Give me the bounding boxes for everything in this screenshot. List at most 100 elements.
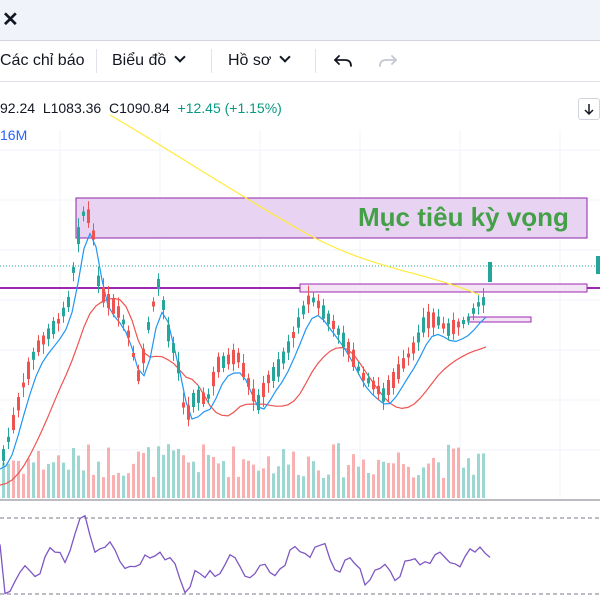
volume-bar	[22, 473, 25, 498]
volume-bar	[382, 461, 385, 498]
candle-body	[222, 356, 225, 368]
indicators-button[interactable]: Các chỉ báo	[0, 52, 85, 69]
volume-bar	[222, 461, 225, 498]
candle-body	[27, 361, 30, 380]
candle-body	[197, 389, 200, 403]
candle-body	[262, 382, 265, 398]
volume-bar	[367, 472, 370, 498]
chart-grid	[0, 130, 600, 498]
volume-bar	[137, 451, 140, 498]
candle-body	[387, 380, 390, 395]
volume-bar	[47, 463, 50, 498]
candle-body	[407, 353, 410, 358]
latest-candle	[488, 262, 492, 282]
candle-body	[117, 306, 120, 318]
candle-body	[317, 300, 320, 309]
candle-body	[382, 388, 385, 402]
volume-bar	[67, 469, 70, 498]
profile-button[interactable]: Hồ sơ	[228, 41, 292, 81]
volume-bar	[192, 461, 195, 498]
candle-body	[107, 294, 110, 308]
candle-body	[157, 278, 160, 290]
candle-body	[237, 352, 240, 363]
candle-body	[127, 330, 130, 338]
price-scale-marker	[596, 256, 600, 274]
chart-type-label: Biểu đồ	[112, 52, 167, 69]
volume-bar	[187, 462, 190, 498]
volume-bar	[347, 465, 350, 498]
volume-bar	[37, 450, 40, 498]
target-label: Mục tiêu kỳ vọng	[358, 202, 569, 232]
volume-bar	[2, 462, 5, 498]
candle-body	[82, 211, 85, 216]
volume-bar	[257, 470, 260, 498]
price-chart[interactable]	[0, 82, 600, 600]
close-icon[interactable]: ✕	[2, 9, 19, 31]
volume-bar	[327, 474, 330, 498]
window-title-bar: ✕	[0, 0, 600, 41]
volume-bar	[397, 452, 400, 498]
volume-bar	[332, 444, 335, 498]
candle-body	[332, 320, 335, 330]
volume-bar	[232, 446, 235, 498]
candle-body	[92, 230, 95, 240]
close-value: C1090.84	[109, 100, 170, 116]
candle-body	[402, 358, 405, 369]
candle-body	[337, 328, 340, 335]
candle-body	[467, 316, 470, 321]
candle-body	[12, 415, 15, 430]
volume-bar	[77, 455, 80, 498]
chevron-down-icon	[279, 51, 292, 63]
open-value: 92.24	[0, 100, 36, 116]
volume-bar	[147, 447, 150, 498]
volume-bar	[167, 444, 170, 498]
volume-bar	[52, 462, 55, 498]
volume-bar	[32, 462, 35, 498]
volume-bar	[352, 454, 355, 498]
undo-arrow-icon[interactable]	[331, 49, 355, 73]
volume-bar	[7, 463, 10, 498]
candle-body	[87, 209, 90, 224]
volume-bar	[337, 443, 340, 498]
volume-bar	[247, 460, 250, 498]
resistance-zone	[299, 283, 588, 293]
scroll-down-icon[interactable]	[578, 98, 600, 120]
candle-body	[367, 378, 370, 384]
volume-bar	[447, 444, 450, 498]
candle-body	[142, 348, 145, 364]
candle-body	[392, 371, 395, 389]
slow-moving-average	[0, 297, 487, 486]
long-moving-average	[109, 114, 481, 296]
volume-bar	[442, 477, 445, 498]
candle-body	[272, 367, 275, 381]
chart-type-button[interactable]: Biểu đồ	[112, 41, 186, 81]
volume-bar	[177, 448, 180, 498]
candle-body	[352, 349, 355, 367]
chevron-down-icon	[174, 51, 186, 63]
candle-body	[192, 392, 195, 408]
volume-bars	[2, 443, 485, 498]
redo-arrow-icon[interactable]	[376, 49, 400, 73]
candle-body	[287, 341, 290, 353]
volume-bar	[392, 463, 395, 498]
volume-bar	[312, 461, 315, 498]
candle-body	[282, 351, 285, 364]
candle-body	[42, 335, 45, 345]
candle-body	[372, 380, 375, 390]
candle-body	[217, 356, 220, 373]
change-value: +12.45 (+1.15%)	[177, 100, 282, 116]
volume-bar	[152, 476, 155, 498]
volume-bar	[317, 470, 320, 498]
volume-bar	[82, 470, 85, 498]
volume-bar	[482, 453, 485, 498]
candle-body	[77, 227, 80, 245]
volume-bar	[342, 477, 345, 498]
volume-bar	[472, 474, 475, 498]
candle-body	[22, 382, 25, 388]
volume-bar	[132, 463, 135, 498]
candle-body	[462, 319, 465, 325]
candle-body	[122, 319, 125, 325]
volume-bar	[422, 467, 425, 498]
candle-body	[297, 317, 300, 328]
volume-bar	[297, 474, 300, 498]
